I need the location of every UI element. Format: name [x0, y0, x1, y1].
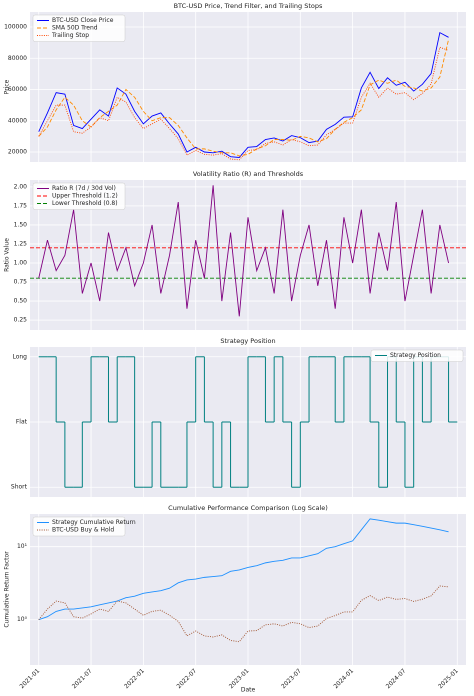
legend-label: Upper Threshold (1.2)	[52, 193, 118, 200]
y-tick-label: 10⁰	[17, 616, 28, 623]
series-line	[38, 39, 449, 157]
y-tick-label: Long	[12, 353, 27, 360]
series-line	[38, 31, 449, 158]
legend-label: Strategy Position	[390, 352, 441, 359]
y-tick-label: Short	[11, 484, 28, 491]
x-tick-label: 2024-01	[332, 667, 355, 690]
y-tick-label: 2.00	[14, 183, 28, 190]
y-tick-label: 1.25	[14, 240, 28, 247]
y-tick-label: 10¹	[17, 543, 28, 550]
legend-label: Lower Threshold (0.8)	[52, 200, 118, 207]
y-tick-label: 1.50	[14, 221, 28, 228]
y-tick-label: 40000	[8, 117, 27, 124]
legend-label: BTC-USD Buy & Hold	[52, 527, 114, 534]
y-tick-label: 80000	[8, 55, 27, 62]
legend-box	[32, 14, 126, 42]
y-axis-label: Cumulative Return Factor	[4, 551, 11, 628]
y-tick-label: 1.75	[14, 202, 28, 209]
legend-label: Ratio R (7d / 30d Vol)	[52, 185, 116, 192]
x-tick-label: 2021-01	[19, 667, 42, 690]
legend-label: BTC-USD Close Price	[52, 17, 114, 24]
x-tick-label: 2023-07	[280, 667, 303, 690]
chart-title: BTC-USD Price, Trend Filter, and Trailin…	[174, 2, 323, 10]
y-tick-label: 20000	[8, 149, 27, 156]
chart-title: Strategy Position	[220, 337, 275, 345]
y-axis-label: Price	[4, 79, 11, 94]
chart-title: Cumulative Performance Comparison (Log S…	[168, 504, 328, 512]
y-tick-label: 0.25	[14, 317, 28, 324]
legend: Strategy Position	[370, 349, 464, 362]
series-line	[38, 185, 449, 317]
legend-label: SMA 50D Trend	[52, 25, 98, 32]
series-line	[38, 46, 449, 161]
y-tick-label: 1.00	[14, 259, 28, 266]
x-tick-label: 2025-01	[437, 667, 460, 690]
y-tick-label: 0.50	[14, 298, 28, 305]
legend-box	[32, 182, 126, 210]
y-tick-label: 60000	[8, 86, 27, 93]
series-line	[38, 585, 449, 643]
x-tick-label: 2022-01	[123, 667, 146, 690]
y-tick-label: 0.75	[14, 279, 28, 286]
y-tick-label: 100000	[4, 24, 27, 31]
legend-label: Strategy Cumulative Return	[52, 519, 136, 526]
x-tick-label: 2024-07	[385, 667, 408, 690]
legend-box	[32, 516, 126, 537]
x-tick-label: 2022-07	[175, 667, 198, 690]
y-tick-label: Flat	[16, 419, 28, 426]
legend-box	[370, 349, 464, 362]
series-line	[38, 518, 449, 621]
x-tick-label: 2021-07	[71, 667, 94, 690]
chart-title: Volatility Ratio (R) and Thresholds	[193, 170, 304, 178]
legend-label: Trailing Stop	[51, 32, 89, 39]
x-axis-label: Date	[241, 687, 256, 694]
legend: Ratio R (7d / 30d Vol)Upper Threshold (1…	[32, 182, 126, 210]
y-axis-label: Ratio Value	[4, 238, 11, 272]
